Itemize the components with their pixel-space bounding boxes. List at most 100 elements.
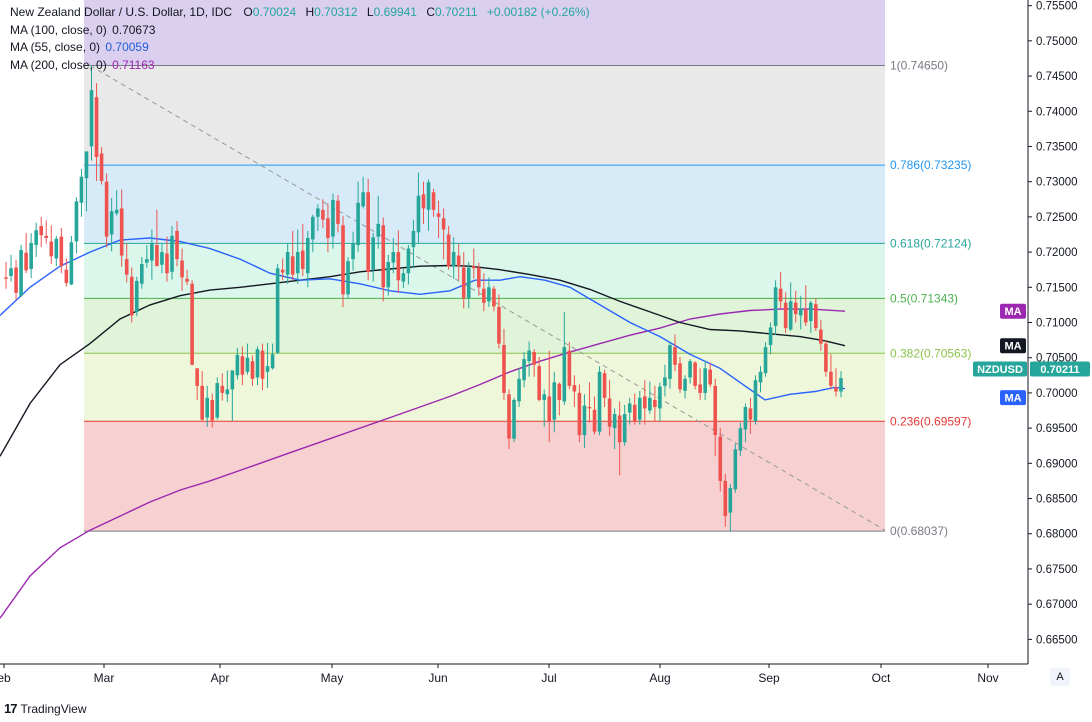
time-tick-label: Mar bbox=[94, 671, 115, 685]
fib-zone bbox=[84, 65, 885, 166]
candle-body bbox=[64, 269, 69, 284]
candle-body bbox=[341, 225, 345, 295]
candle-body bbox=[788, 301, 793, 330]
candle-body bbox=[396, 252, 401, 281]
candle-body bbox=[733, 449, 738, 490]
candle-body bbox=[300, 250, 305, 269]
candle-body bbox=[129, 276, 134, 316]
price-tag-label: NZDUSD bbox=[977, 364, 1023, 376]
candle-body bbox=[4, 277, 8, 279]
candle-body bbox=[356, 202, 360, 246]
candle-body bbox=[809, 302, 813, 322]
candle-body bbox=[311, 216, 315, 240]
candle-body bbox=[627, 403, 632, 413]
candle-body bbox=[834, 387, 838, 392]
candle-body bbox=[597, 371, 602, 432]
candle-body bbox=[275, 268, 280, 353]
candle-body bbox=[240, 356, 245, 375]
legend-title-row: New Zealand Dollar / U.S. Dollar, 1D, ID… bbox=[10, 4, 590, 22]
candle-body bbox=[763, 347, 768, 374]
candle-body bbox=[622, 414, 627, 443]
candle-body bbox=[326, 218, 330, 238]
candle-body bbox=[814, 304, 818, 329]
candle-body bbox=[577, 392, 582, 436]
candle-body bbox=[502, 345, 506, 393]
candle-body bbox=[39, 226, 44, 236]
price-tick-label: 0.67000 bbox=[1036, 599, 1078, 611]
candle-body bbox=[19, 249, 23, 296]
candle-body bbox=[195, 368, 199, 386]
candle-body bbox=[708, 369, 712, 385]
candle-body bbox=[94, 97, 99, 158]
tradingview-logo-icon: 17 bbox=[4, 701, 18, 716]
auto-scale-button[interactable]: A bbox=[1050, 668, 1070, 686]
time-tick-label: Aug bbox=[649, 671, 670, 685]
candle-body bbox=[431, 192, 436, 210]
price-tick-label: 0.75500 bbox=[1036, 1, 1078, 13]
candle-body bbox=[648, 397, 652, 411]
candle-body bbox=[572, 385, 577, 392]
candle-body bbox=[441, 218, 446, 230]
fib-level-label: 0.236(0.69597) bbox=[890, 414, 971, 428]
candle-body bbox=[155, 245, 159, 267]
candle-body bbox=[386, 261, 391, 288]
candle-body bbox=[783, 302, 788, 329]
price-tag-label: 0.70211 bbox=[1040, 364, 1079, 376]
candle-body bbox=[74, 201, 79, 242]
time-tick-label: Oct bbox=[872, 671, 891, 685]
candle-body bbox=[366, 192, 370, 272]
price-tick-label: 0.71500 bbox=[1036, 282, 1078, 294]
fib-level-label: 0(0.68037) bbox=[890, 524, 948, 538]
candle-body bbox=[200, 385, 204, 420]
candle-body bbox=[34, 230, 38, 246]
candle-body bbox=[170, 235, 174, 272]
candle-body bbox=[592, 409, 597, 432]
candle-body bbox=[426, 182, 431, 210]
candle-body bbox=[487, 287, 491, 302]
price-tick-label: 0.67500 bbox=[1036, 564, 1078, 576]
candle-body bbox=[632, 404, 637, 422]
candle-body bbox=[552, 382, 557, 420]
candle-body bbox=[411, 230, 416, 248]
fib-zone bbox=[84, 165, 885, 244]
candle-body bbox=[140, 264, 144, 284]
candle-body bbox=[824, 343, 828, 372]
fib-level-label: 0.618(0.72124) bbox=[890, 236, 971, 250]
legend-ma100[interactable]: MA (100, close, 0) 0.70673 bbox=[10, 22, 590, 40]
candle-body bbox=[295, 252, 300, 274]
price-tick-label: 0.69000 bbox=[1036, 458, 1078, 470]
candle-body bbox=[250, 361, 255, 379]
ma55-value: 0.70059 bbox=[105, 40, 149, 54]
legend-ma200[interactable]: MA (200, close, 0) 0.71163 bbox=[10, 57, 590, 75]
candle-body bbox=[371, 237, 375, 270]
candle-body bbox=[477, 267, 481, 288]
candle-body bbox=[758, 371, 763, 383]
candle-body bbox=[150, 242, 154, 261]
candle-body bbox=[265, 366, 270, 372]
candle-body bbox=[698, 384, 702, 393]
candle-body bbox=[361, 192, 365, 207]
candle-body bbox=[220, 385, 225, 393]
time-tick-label: May bbox=[321, 671, 344, 685]
ma55-label: MA (55, close, 0) bbox=[10, 40, 101, 54]
candle-body bbox=[522, 359, 526, 381]
candle-body bbox=[773, 287, 778, 327]
candle-body bbox=[376, 223, 381, 237]
candle-body bbox=[84, 151, 89, 179]
candle-body bbox=[119, 208, 124, 256]
candle-body bbox=[190, 283, 194, 365]
legend-ma55[interactable]: MA (55, close, 0) 0.70059 bbox=[10, 39, 590, 57]
candle-body bbox=[210, 399, 215, 421]
candle-body bbox=[778, 288, 783, 302]
time-tick-label: eb bbox=[0, 671, 11, 685]
candle-body bbox=[14, 267, 18, 293]
candle-body bbox=[688, 361, 692, 378]
candle-body bbox=[567, 350, 572, 386]
candle-body bbox=[29, 242, 33, 269]
candle-body bbox=[607, 398, 612, 427]
candle-body bbox=[24, 252, 28, 271]
candle-body bbox=[331, 199, 335, 237]
ma100-label: MA (100, close, 0) bbox=[10, 22, 107, 37]
open-label: O bbox=[243, 5, 253, 19]
